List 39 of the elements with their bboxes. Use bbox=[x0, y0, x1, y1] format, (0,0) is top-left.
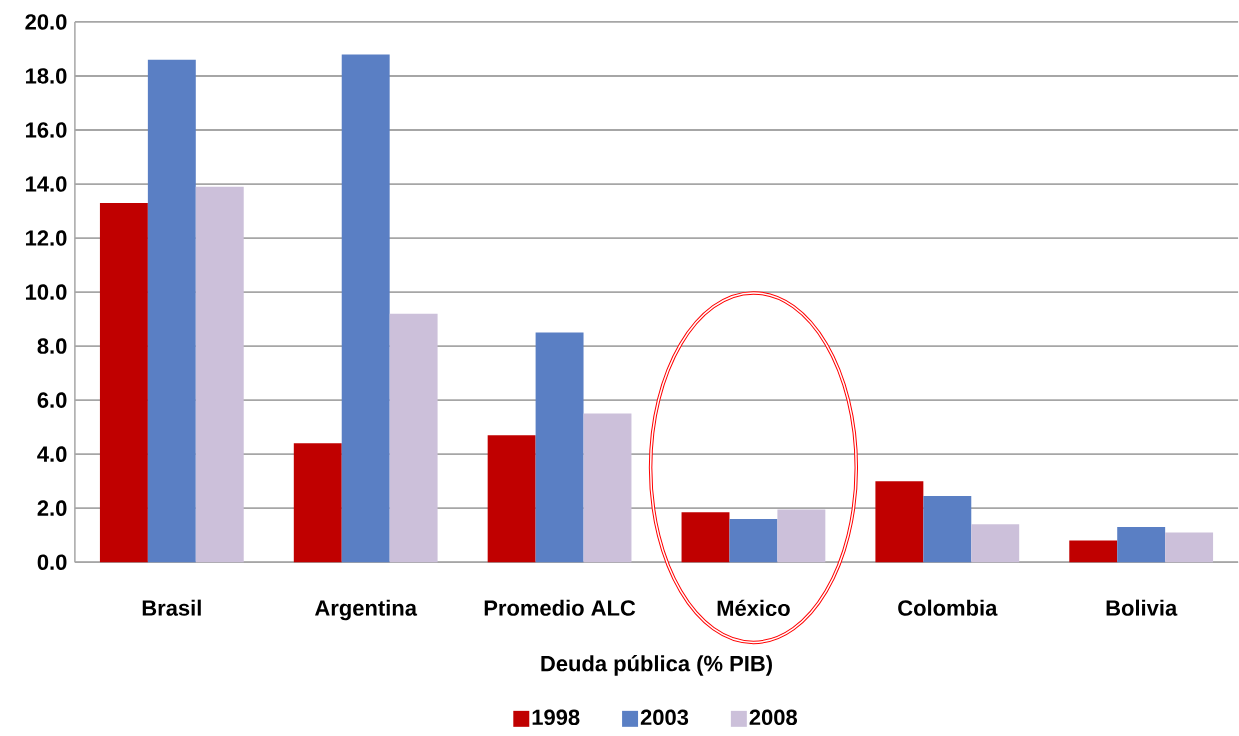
x-tick-label: Brasil bbox=[142, 599, 201, 616]
bar bbox=[99, 202, 148, 563]
bar bbox=[389, 313, 438, 563]
x-tick-label: México bbox=[717, 599, 790, 617]
y-tick-label: 0.0 bbox=[37, 554, 67, 570]
x-tick-label: Colombia bbox=[898, 599, 998, 616]
bar bbox=[875, 481, 924, 563]
y-tick-label: 8.0 bbox=[37, 338, 67, 354]
x-tick-label: Promedio ALC bbox=[484, 599, 636, 616]
y-tick-label: 18.0 bbox=[25, 68, 67, 84]
y-tick-label: 14.0 bbox=[25, 176, 67, 192]
bar bbox=[195, 186, 244, 563]
legend-label: 2003 bbox=[640, 709, 689, 726]
bar bbox=[535, 332, 584, 563]
bar bbox=[923, 496, 972, 563]
bar bbox=[341, 54, 390, 563]
bar bbox=[1117, 527, 1166, 563]
bar bbox=[777, 509, 826, 563]
y-tick-label: 20.0 bbox=[25, 14, 67, 30]
bar bbox=[1165, 532, 1214, 563]
y-tick-label: 10.0 bbox=[25, 284, 67, 300]
bar bbox=[971, 524, 1020, 563]
bar bbox=[293, 443, 342, 563]
legend-label: 1998 bbox=[532, 709, 580, 726]
x-tick-label: Argentina bbox=[314, 599, 418, 621]
x-tick-label: Bolivia bbox=[1106, 599, 1178, 616]
bar bbox=[487, 435, 536, 563]
bar bbox=[729, 518, 778, 563]
y-tick-label: 2.0 bbox=[37, 500, 67, 516]
legend-label: 2008 bbox=[749, 709, 798, 726]
y-tick-label: 16.0 bbox=[25, 122, 67, 138]
y-tick-label: 4.0 bbox=[37, 446, 67, 462]
bar bbox=[147, 59, 196, 563]
y-tick-label: 12.0 bbox=[25, 230, 67, 246]
y-tick-label: 6.0 bbox=[37, 392, 67, 408]
x-axis-title: Deuda pública (% PIB) bbox=[541, 655, 772, 676]
bar bbox=[681, 512, 730, 563]
bar bbox=[583, 413, 632, 563]
bar bbox=[1069, 540, 1118, 563]
